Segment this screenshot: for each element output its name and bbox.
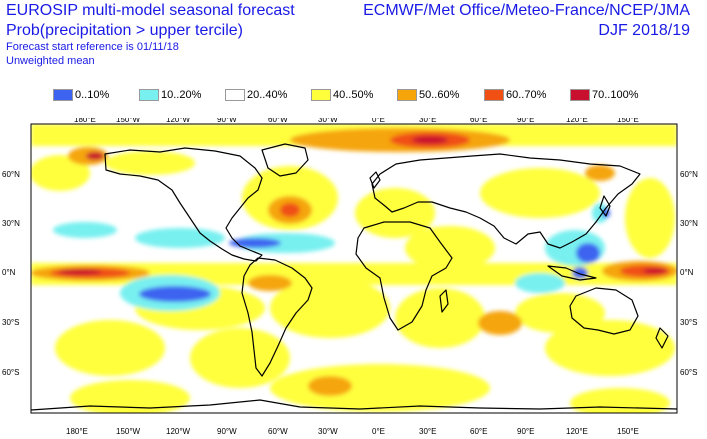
lon-label: 60°W (268, 427, 288, 436)
lat-label: 30°S (2, 318, 19, 327)
lon-label: 60°E (470, 118, 487, 124)
lon-label: 180°E (74, 118, 96, 124)
lat-label: 30°N (680, 219, 698, 228)
antarctica-coast (31, 399, 677, 411)
australia-coast (569, 287, 639, 335)
lon-label: 120°W (166, 427, 191, 436)
lon-label: 0°E (372, 427, 385, 436)
lat-label: 30°N (2, 219, 20, 228)
field-shading (31, 124, 677, 413)
lon-label: 150°E (617, 118, 639, 124)
weighting-text: Unweighted mean (6, 55, 95, 67)
legend-swatch (570, 89, 590, 101)
legend-swatch (311, 89, 331, 101)
season-title: DJF 2018/19 (598, 22, 690, 39)
lon-label: 150°E (617, 427, 639, 436)
legend-swatch (484, 89, 504, 101)
indonesia-coast (547, 265, 597, 281)
legend-label: 60..70% (506, 89, 547, 101)
lon-label: 180°E (66, 427, 88, 436)
lat-label: 60°S (680, 368, 697, 377)
africa-coast (355, 221, 453, 331)
lon-label: 150°W (116, 118, 141, 124)
lon-label: 90°E (517, 427, 534, 436)
color-legend: 0..10% 10..20% 20..40% 40..50% 50..60% 6… (0, 87, 707, 103)
lon-label: 30°W (318, 427, 338, 436)
lon-label: 30°E (419, 118, 436, 124)
north-america-coast (104, 147, 263, 262)
lon-label: 90°E (517, 118, 534, 124)
title-line-2: Prob(precipitation > upper tercile) (6, 22, 244, 39)
title-line-1: EUROSIP multi-model seasonal forecast (6, 2, 295, 19)
legend-label: 10..20% (161, 89, 202, 101)
legend-swatch (225, 89, 245, 101)
lat-label: 60°S (2, 368, 19, 377)
coastlines (31, 143, 677, 411)
lon-labels-bottom: 180°E 150°W 120°W 90°W 60°W 30°W 0°E 30°… (66, 427, 639, 436)
lon-label: 60°W (268, 118, 288, 124)
lon-label: 60°E (470, 427, 487, 436)
legend-label: 20..40% (247, 89, 288, 101)
lon-label: 150°W (116, 427, 141, 436)
lon-label: 0°E (372, 118, 385, 124)
lat-labels-left: 60°N 30°N 0°N 30°S 60°S (2, 170, 20, 377)
legend-label: 70..100% (592, 89, 639, 101)
lat-label: 0°N (680, 268, 694, 277)
south-america-coast (241, 257, 313, 377)
legend-swatch (139, 89, 159, 101)
probability-field (31, 124, 677, 413)
centres-title: ECMWF/Met Office/Meteo-France/NCEP/JMA (363, 2, 690, 19)
japan-coast (599, 195, 611, 217)
lon-label: 120°E (566, 427, 588, 436)
lat-labels-right: 60°N 30°N 0°N 30°S 60°S (680, 170, 698, 377)
lon-label: 30°E (419, 427, 436, 436)
world-map: 180°E 150°W 120°W 90°W 60°W 30°W 0°E 30°… (2, 118, 698, 436)
eurasia-coast (371, 153, 641, 249)
legend-label: 0..10% (75, 89, 110, 101)
forecast-start-text: Forecast start reference is 01/11/18 (6, 41, 179, 53)
legend-swatch (53, 89, 73, 101)
lon-labels-top: 180°E 150°W 120°W 90°W 60°W 30°W 0°E 30°… (74, 118, 639, 124)
map-frame (30, 123, 678, 414)
legend-swatch (397, 89, 417, 101)
greenland-coast (261, 143, 309, 177)
lon-label: 90°W (217, 427, 237, 436)
uk-coast (369, 171, 381, 189)
legend-label: 40..50% (333, 89, 374, 101)
field-0-10 (139, 208, 610, 302)
madagascar-coast (439, 289, 449, 313)
legend-label: 50..60% (419, 89, 460, 101)
field-10-20 (53, 203, 608, 311)
lat-label: 0°N (2, 268, 16, 277)
lon-label: 120°E (566, 118, 588, 124)
lon-label: 30°W (318, 118, 338, 124)
new-zealand-coast (655, 327, 669, 349)
lat-label: 30°S (680, 318, 697, 327)
lat-label: 60°N (2, 170, 20, 179)
lon-label: 120°W (166, 118, 191, 124)
field-70-100 (58, 136, 667, 275)
lon-label: 90°W (217, 118, 237, 124)
lat-label: 60°N (680, 170, 698, 179)
